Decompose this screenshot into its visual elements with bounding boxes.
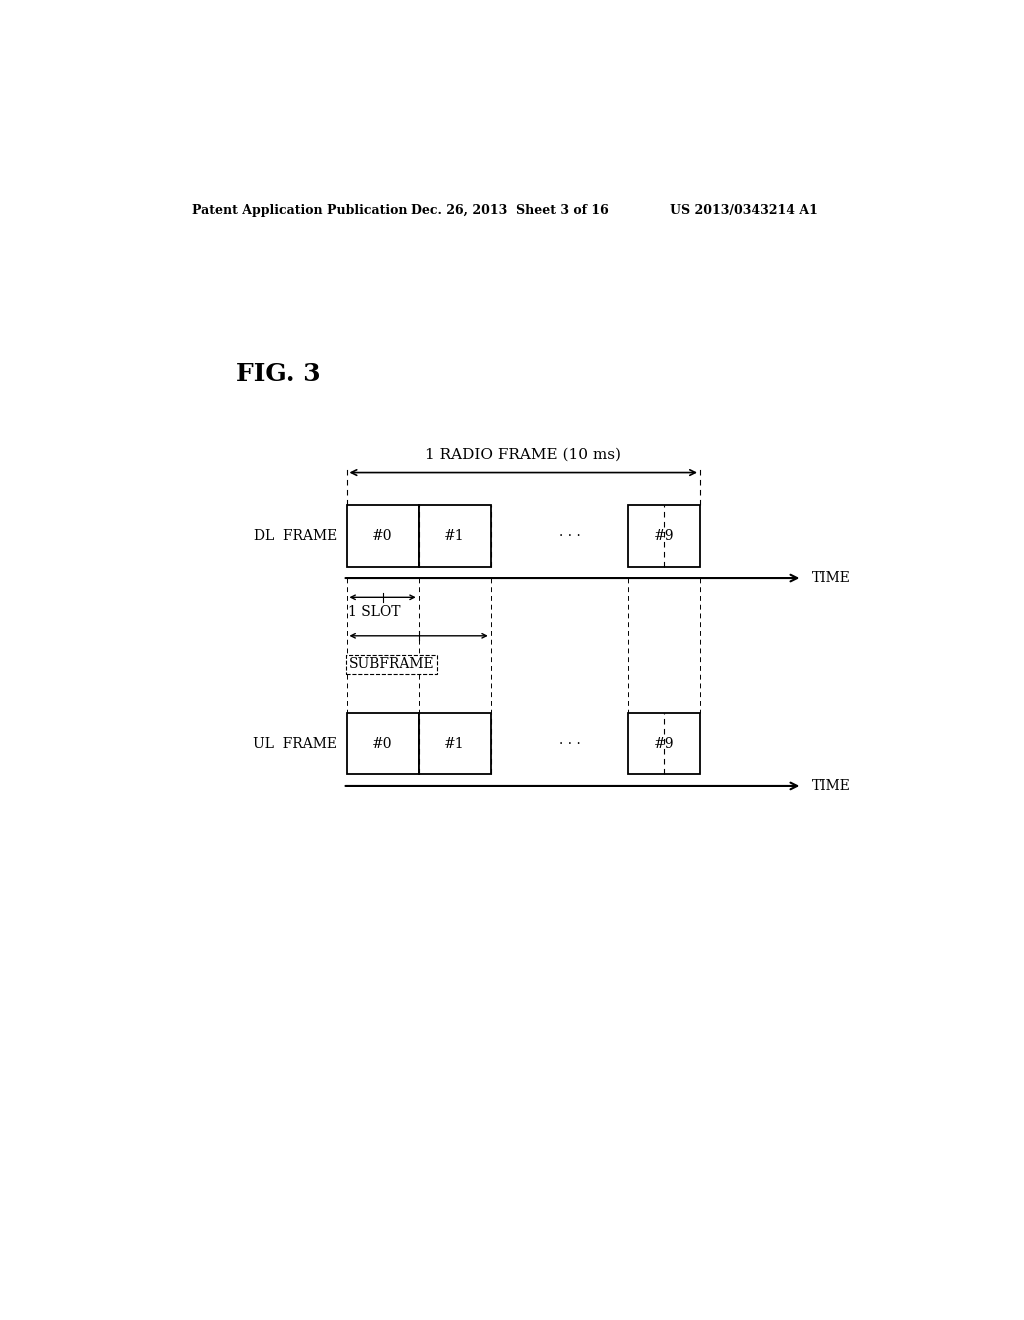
Text: US 2013/0343214 A1: US 2013/0343214 A1 xyxy=(671,205,818,218)
Text: #0: #0 xyxy=(373,737,393,751)
Text: DL  FRAME: DL FRAME xyxy=(254,529,337,543)
Text: · · ·: · · · xyxy=(559,737,581,751)
Text: SUBFRAME: SUBFRAME xyxy=(349,657,434,672)
Text: TIME: TIME xyxy=(812,572,850,585)
Text: TIME: TIME xyxy=(812,779,850,793)
Text: #1: #1 xyxy=(444,737,465,751)
Text: UL  FRAME: UL FRAME xyxy=(253,737,337,751)
Text: #9: #9 xyxy=(653,529,674,543)
Text: Dec. 26, 2013  Sheet 3 of 16: Dec. 26, 2013 Sheet 3 of 16 xyxy=(411,205,608,218)
Bar xyxy=(628,504,700,566)
Text: · · ·: · · · xyxy=(559,529,581,543)
Bar xyxy=(346,713,419,775)
Text: 1 RADIO FRAME (10 ms): 1 RADIO FRAME (10 ms) xyxy=(425,447,622,462)
Text: 1 SLOT: 1 SLOT xyxy=(348,605,400,619)
Text: #0: #0 xyxy=(373,529,393,543)
Bar xyxy=(346,504,419,566)
Text: Patent Application Publication: Patent Application Publication xyxy=(193,205,408,218)
Text: #1: #1 xyxy=(444,529,465,543)
Text: FIG. 3: FIG. 3 xyxy=(237,362,322,385)
Bar xyxy=(419,504,490,566)
Bar xyxy=(419,713,490,775)
Text: #9: #9 xyxy=(653,737,674,751)
Bar xyxy=(628,713,700,775)
